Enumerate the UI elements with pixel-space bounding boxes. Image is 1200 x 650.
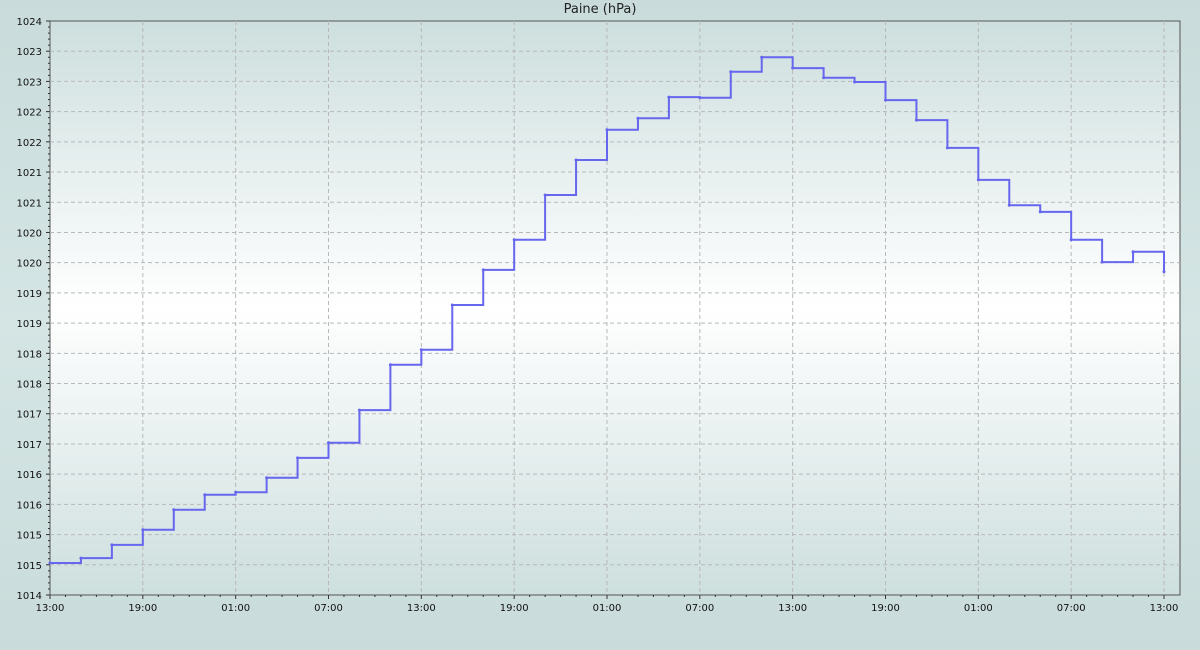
plot-area xyxy=(49,20,1181,596)
y-tick-label: 1019 xyxy=(17,319,42,330)
data-point xyxy=(141,528,145,532)
data-point xyxy=(667,95,671,99)
data-point xyxy=(79,556,83,560)
x-tick-label: 13:00 xyxy=(407,603,436,614)
data-point xyxy=(327,441,330,445)
y-tick-label: 1015 xyxy=(17,561,42,572)
data-point xyxy=(419,348,423,352)
y-tick-label: 1023 xyxy=(17,77,42,88)
data-point xyxy=(512,238,516,242)
y-tick-label: 1024 xyxy=(17,17,42,28)
y-tick-label: 1018 xyxy=(17,349,42,360)
data-point xyxy=(945,146,949,150)
x-tick-label: 19:00 xyxy=(128,603,157,614)
y-tick-label: 1020 xyxy=(17,259,42,270)
data-point xyxy=(481,268,485,272)
data-point xyxy=(203,493,207,497)
data-point xyxy=(976,178,980,182)
data-point xyxy=(884,98,887,102)
data-point xyxy=(605,128,609,132)
data-point xyxy=(791,66,795,70)
y-tick-label: 1021 xyxy=(17,168,42,179)
data-point xyxy=(172,508,176,512)
x-tick-label: 07:00 xyxy=(1057,603,1086,614)
data-point xyxy=(1007,203,1011,207)
data-point xyxy=(265,476,269,480)
y-tick-label: 1019 xyxy=(17,289,42,300)
data-point xyxy=(914,118,918,122)
data-point xyxy=(1069,238,1073,242)
y-tick-label: 1020 xyxy=(17,228,42,239)
x-tick-label: 13:00 xyxy=(36,603,65,614)
y-tick-label: 1022 xyxy=(17,138,42,149)
y-tick-label: 1017 xyxy=(17,410,42,421)
data-point xyxy=(48,561,52,565)
x-tick-label: 13:00 xyxy=(778,603,807,614)
y-tick-label: 1016 xyxy=(17,470,42,481)
data-point xyxy=(1038,210,1042,214)
y-tick-label: 1018 xyxy=(17,380,42,391)
data-point xyxy=(543,193,547,197)
data-point xyxy=(853,80,857,84)
data-point xyxy=(1100,260,1104,264)
y-tick-label: 1023 xyxy=(17,47,42,58)
x-tick-label: 13:00 xyxy=(1150,603,1179,614)
chart-title: Paine (hPa) xyxy=(563,2,637,17)
data-point xyxy=(1131,250,1135,254)
data-point xyxy=(357,408,361,412)
x-tick-label: 07:00 xyxy=(314,603,343,614)
data-point xyxy=(296,456,300,460)
data-point xyxy=(574,158,578,162)
y-tick-label: 1015 xyxy=(17,531,42,542)
data-point xyxy=(729,70,733,74)
data-point xyxy=(450,303,454,307)
x-tick-label: 19:00 xyxy=(871,603,900,614)
data-point xyxy=(760,55,764,59)
y-tick-label: 1021 xyxy=(17,198,42,209)
data-point xyxy=(1162,270,1166,274)
y-tick-label: 1016 xyxy=(17,500,42,511)
x-tick-label: 19:00 xyxy=(500,603,529,614)
x-tick-label: 07:00 xyxy=(685,603,714,614)
y-tick-label: 1014 xyxy=(17,591,42,602)
data-point xyxy=(698,96,702,100)
data-point xyxy=(636,116,640,120)
x-tick-label: 01:00 xyxy=(964,603,993,614)
x-tick-label: 01:00 xyxy=(593,603,622,614)
y-tick-label: 1022 xyxy=(17,108,42,119)
data-point xyxy=(388,363,392,367)
x-tick-label: 01:00 xyxy=(221,603,250,614)
y-tick-label: 1017 xyxy=(17,440,42,451)
data-point xyxy=(234,490,238,494)
data-point xyxy=(822,76,826,80)
data-point xyxy=(110,543,114,547)
